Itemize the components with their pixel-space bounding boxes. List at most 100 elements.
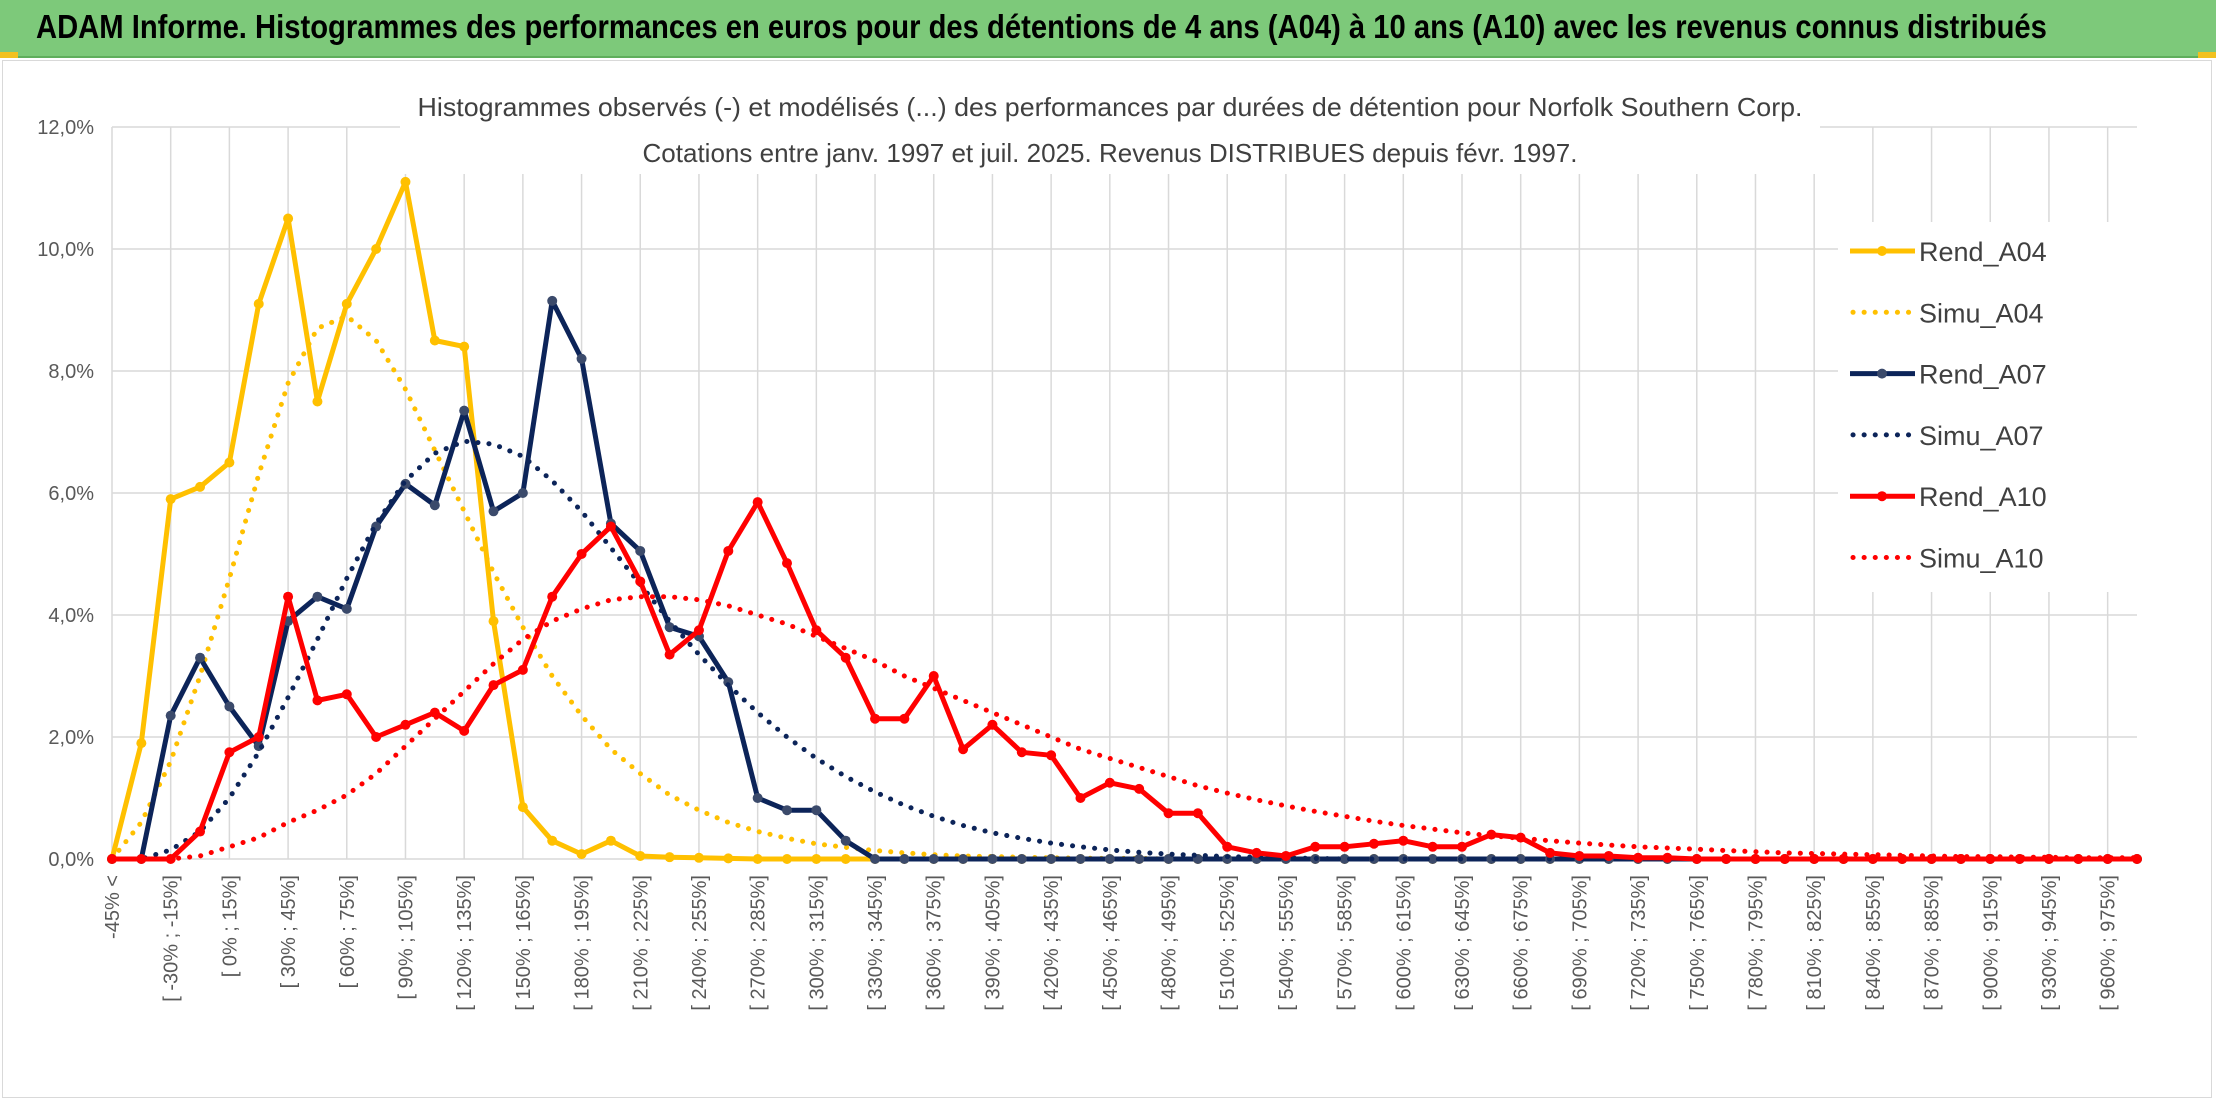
data-point-rend-a04: [635, 850, 646, 861]
chart-legend: Rend_A04 Simu_A04 Rend_A07 Simu_A07 Rend_A10…: [1838, 222, 2150, 592]
legend-label-rend-a07: Rend_A07: [1919, 360, 2047, 390]
data-point-rend-a10: [1457, 841, 1467, 852]
data-point-rend-a07: [1339, 854, 1350, 864]
data-point-rend-a07: [1016, 854, 1027, 864]
data-point-rend-a07: [840, 835, 851, 846]
data-point-rend-a07: [576, 353, 587, 364]
data-point-rend-a04: [400, 176, 411, 187]
report-title: ADAM Informe. Histogrammes des performan…: [36, 8, 2047, 45]
corner-accent-left: [0, 52, 18, 58]
data-point-rend-a10: [1955, 854, 1966, 864]
data-point-rend-a04: [459, 341, 470, 352]
x-tick-label: [ 0% ; 15%]: [219, 875, 241, 977]
data-point-rend-a10: [693, 625, 704, 636]
data-point-rend-a10: [1251, 847, 1262, 858]
series-line-simu-a04: [109, 313, 2140, 862]
data-point-rend-a07: [811, 805, 822, 816]
series-line-rend-a10: [112, 499, 2137, 862]
data-point-rend-a10: [517, 664, 528, 675]
x-tick-label: [ 660% ; 675%]: [1511, 875, 1533, 1011]
x-tick-label: [ 840% ; 855%]: [1863, 875, 1885, 1011]
x-tick-label: [ 900% ; 915%]: [1980, 875, 2002, 1011]
y-tick-label: 0,0%: [48, 849, 94, 871]
data-point-rend-a10: [1192, 808, 1203, 819]
data-point-rend-a04: [429, 335, 440, 346]
series-line-simu-a07: [109, 438, 2140, 862]
x-tick-label: [ 510% ; 525%]: [1217, 875, 1239, 1011]
legend-label-rend-a04: Rend_A04: [1919, 237, 2047, 267]
chart-titles: Histogrammes observés (-) et modélisés (…: [400, 84, 1820, 174]
x-tick-label: [ 780% ; 795%]: [1745, 875, 1767, 1011]
data-point-rend-a10: [840, 652, 851, 663]
data-point-rend-a04: [488, 616, 499, 627]
data-point-rend-a07: [1486, 854, 1497, 864]
data-point-rend-a10: [723, 545, 734, 556]
data-point-rend-a10: [958, 744, 969, 755]
data-point-rend-a04: [341, 298, 352, 309]
data-point-rend-a07: [958, 854, 969, 864]
x-tick-label: [ 90% ; 105%]: [395, 875, 417, 1000]
data-point-rend-a10: [1339, 841, 1350, 852]
data-point-rend-a10: [1222, 841, 1233, 852]
data-point-rend-a10: [1427, 841, 1438, 852]
data-point-rend-a10: [1545, 847, 1556, 858]
legend-marker-rend-a04: [1877, 246, 1887, 256]
legend-label-simu-a07: Simu_A07: [1919, 421, 2044, 451]
data-point-rend-a04: [782, 854, 792, 864]
data-point-rend-a10: [1368, 838, 1379, 849]
data-point-rend-a10: [987, 719, 998, 730]
data-point-rend-a10: [283, 591, 294, 602]
data-point-rend-a07: [547, 295, 558, 306]
data-point-rend-a04: [224, 457, 235, 468]
x-tick-label: [ 870% ; 885%]: [1922, 875, 1944, 1011]
x-tick-label: [ 480% ; 495%]: [1159, 875, 1181, 1011]
legend-label-simu-a10: Simu_A10: [1919, 544, 2044, 574]
legend-marker-rend-a10: [1877, 491, 1887, 502]
x-tick-label: [ 630% ; 645%]: [1452, 875, 1474, 1011]
y-tick-label: 8,0%: [48, 361, 94, 383]
data-point-rend-a07: [459, 405, 470, 416]
data-point-rend-a10: [899, 713, 910, 724]
data-point-rend-a10: [1750, 854, 1761, 864]
legend-background: [1838, 222, 2150, 592]
data-point-rend-a04: [840, 854, 851, 864]
data-point-rend-a07: [870, 854, 881, 864]
data-point-rend-a10: [1398, 835, 1409, 846]
data-point-rend-a07: [782, 805, 792, 816]
data-point-rend-a07: [517, 488, 528, 498]
data-point-rend-a10: [165, 854, 176, 864]
x-axis: -45% < [ -30% ; -15%] [ 0% ; 15%] [ 30% ; 4…: [102, 875, 2120, 1011]
y-tick-label: 2,0%: [48, 727, 94, 749]
data-point-rend-a07: [1134, 854, 1145, 864]
data-point-rend-a10: [1134, 783, 1145, 794]
legend-marker-rend-a07: [1877, 368, 1887, 379]
data-point-rend-a10: [1016, 747, 1027, 758]
report-banner: ADAM Informe. Histogrammes des performan…: [0, 0, 2216, 58]
data-point-rend-a10: [782, 558, 792, 569]
data-point-rend-a10: [1310, 841, 1321, 852]
data-point-rend-a10: [1603, 850, 1614, 861]
x-tick-label: [ 210% ; 225%]: [630, 875, 652, 1011]
data-point-rend-a10: [605, 521, 616, 532]
data-point-rend-a10: [371, 732, 382, 742]
data-point-rend-a07: [1427, 854, 1438, 864]
data-point-rend-a04: [811, 854, 822, 864]
data-point-rend-a10: [1280, 850, 1291, 861]
corner-accent-right: [2198, 52, 2216, 58]
data-point-rend-a10: [253, 732, 264, 742]
data-point-rend-a10: [1691, 854, 1702, 864]
data-point-rend-a07: [1075, 854, 1086, 864]
data-point-rend-a07: [488, 506, 499, 517]
data-point-rend-a10: [547, 591, 558, 602]
data-point-rend-a04: [576, 849, 587, 860]
data-point-rend-a10: [752, 497, 763, 508]
data-point-rend-a10: [400, 719, 411, 730]
data-point-rend-a07: [195, 652, 206, 663]
data-point-rend-a04: [312, 396, 323, 407]
data-point-rend-a04: [165, 494, 176, 505]
x-tick-label: [ 960% ; 975%]: [2098, 875, 2120, 1011]
data-point-rend-a10: [1838, 854, 1849, 864]
data-point-rend-a07: [429, 500, 440, 511]
x-tick-label: [ 390% ; 405%]: [982, 875, 1004, 1011]
x-tick-label: [ 150% ; 165%]: [513, 875, 535, 1011]
